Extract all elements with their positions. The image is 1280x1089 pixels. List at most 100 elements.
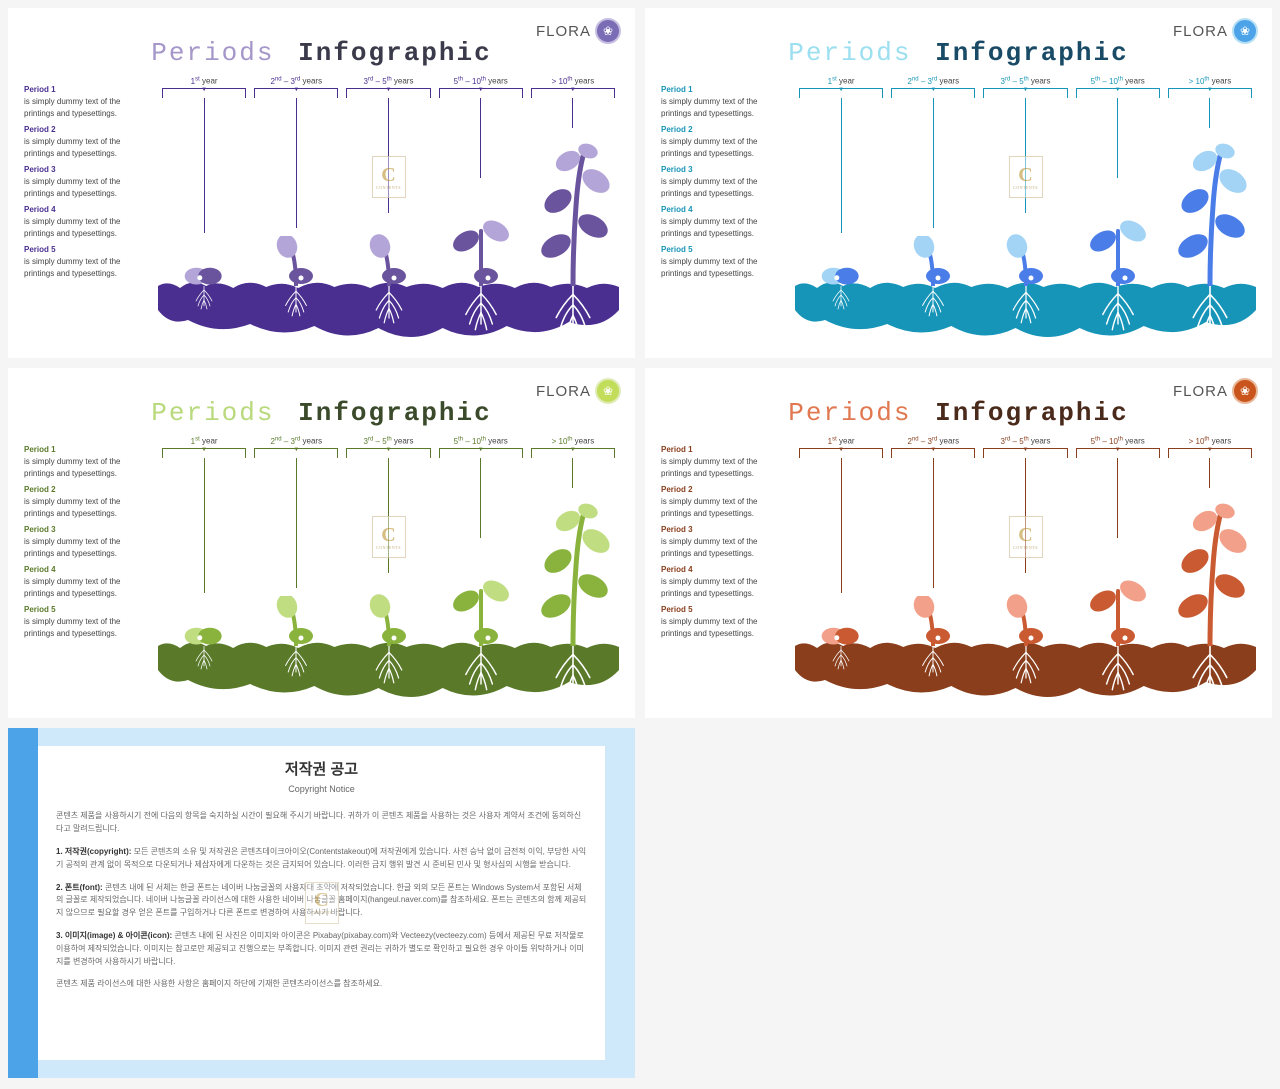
plant-4 xyxy=(1072,136,1164,286)
plant-2 xyxy=(887,136,979,286)
plant-3 xyxy=(979,496,1071,646)
period-heading-2: Period 2 xyxy=(661,484,777,496)
period-text-1: is simply dummy text of the printings an… xyxy=(24,456,140,480)
stage-label-5: > 10th years xyxy=(1164,76,1256,86)
plants-row xyxy=(158,496,619,646)
copyright-panel: 저작권 공고 Copyright Notice 콘텐츠 제품을 사용하시기 전에… xyxy=(8,728,635,1078)
plant-2 xyxy=(250,496,342,646)
copyright-item-1: 1. 저작권(copyright): 모든 콘텐츠의 소유 및 저작권은 콘텐츠… xyxy=(56,846,587,872)
roots-row xyxy=(795,646,1256,702)
period-text-2: is simply dummy text of the printings an… xyxy=(661,496,777,520)
title-word-2: Infographic xyxy=(298,398,492,428)
stage-label-2: 2nd – 3rd years xyxy=(250,76,342,86)
period-heading-3: Period 3 xyxy=(24,164,140,176)
stage-label-3: 3rd – 5th years xyxy=(342,436,434,446)
period-text-1: is simply dummy text of the printings an… xyxy=(24,96,140,120)
plant-5 xyxy=(1164,496,1256,646)
plant-2 xyxy=(887,496,979,646)
logo-text: FLORA xyxy=(1173,23,1228,40)
stage-label-3: 3rd – 5th years xyxy=(979,76,1071,86)
watermark-icon: C CONTENTS xyxy=(305,882,339,924)
plant-5 xyxy=(527,496,619,646)
panel-title: Periods Infographic xyxy=(663,38,1254,68)
plant-1 xyxy=(795,136,887,286)
logo: FLORA ❀ xyxy=(536,18,621,44)
empty-cell xyxy=(645,728,1272,1078)
period-heading-3: Period 3 xyxy=(661,524,777,536)
border-left xyxy=(8,728,38,1078)
period-text-4: is simply dummy text of the printings an… xyxy=(661,216,777,240)
period-heading-4: Period 4 xyxy=(24,204,140,216)
period-text-3: is simply dummy text of the printings an… xyxy=(661,176,777,200)
plant-3 xyxy=(979,136,1071,286)
infographic-panel-green: FLORA ❀ Periods Infographic Period 1 is … xyxy=(8,368,635,718)
chart-area: 1st year 2nd – 3rd years 3rd – 5th years… xyxy=(795,76,1256,348)
copyright-item-3: 3. 이미지(image) & 아이콘(icon): 콘텐츠 내에 된 사진은 … xyxy=(56,930,587,968)
period-heading-5: Period 5 xyxy=(661,244,777,256)
plant-4 xyxy=(1072,496,1164,646)
panel-title: Periods Infographic xyxy=(26,38,617,68)
panel-title: Periods Infographic xyxy=(26,398,617,428)
period-text-1: is simply dummy text of the printings an… xyxy=(661,96,777,120)
period-heading-2: Period 2 xyxy=(661,124,777,136)
period-heading-1: Period 1 xyxy=(24,84,140,96)
infographic-panel-orange: FLORA ❀ Periods Infographic Period 1 is … xyxy=(645,368,1272,718)
plants-row xyxy=(158,136,619,286)
plant-1 xyxy=(158,136,250,286)
logo-icon: ❀ xyxy=(1232,18,1258,44)
logo-icon: ❀ xyxy=(1232,378,1258,404)
period-heading-1: Period 1 xyxy=(24,444,140,456)
stage-label-5: > 10th years xyxy=(527,436,619,446)
stage-label-1: 1st year xyxy=(158,436,250,446)
title-word-1: Periods xyxy=(151,398,274,428)
plant-3 xyxy=(342,496,434,646)
side-legend: Period 1 is simply dummy text of the pri… xyxy=(661,440,777,640)
period-text-5: is simply dummy text of the printings an… xyxy=(661,616,777,640)
stage-label-1: 1st year xyxy=(795,436,887,446)
stage-label-1: 1st year xyxy=(795,76,887,86)
stage-label-4: 5th – 10th years xyxy=(435,436,527,446)
period-text-3: is simply dummy text of the printings an… xyxy=(24,536,140,560)
plant-1 xyxy=(795,496,887,646)
period-text-4: is simply dummy text of the printings an… xyxy=(24,576,140,600)
period-text-2: is simply dummy text of the printings an… xyxy=(24,496,140,520)
period-text-2: is simply dummy text of the printings an… xyxy=(661,136,777,160)
plant-4 xyxy=(435,136,527,286)
logo-text: FLORA xyxy=(536,23,591,40)
period-heading-5: Period 5 xyxy=(24,244,140,256)
plant-4 xyxy=(435,496,527,646)
chart-area: 1st year 2nd – 3rd years 3rd – 5th years… xyxy=(158,436,619,708)
side-legend: Period 1 is simply dummy text of the pri… xyxy=(24,80,140,280)
period-text-1: is simply dummy text of the printings an… xyxy=(661,456,777,480)
copyright-content: 저작권 공고 Copyright Notice 콘텐츠 제품을 사용하시기 전에… xyxy=(56,758,587,1048)
period-text-4: is simply dummy text of the printings an… xyxy=(661,576,777,600)
period-heading-2: Period 2 xyxy=(24,124,140,136)
period-text-5: is simply dummy text of the printings an… xyxy=(24,616,140,640)
period-heading-3: Period 3 xyxy=(24,524,140,536)
period-heading-1: Period 1 xyxy=(661,84,777,96)
roots-row xyxy=(795,286,1256,342)
stage-label-4: 5th – 10th years xyxy=(435,76,527,86)
period-text-2: is simply dummy text of the printings an… xyxy=(24,136,140,160)
title-word-2: Infographic xyxy=(935,398,1129,428)
roots-row xyxy=(158,646,619,702)
period-heading-5: Period 5 xyxy=(661,604,777,616)
stage-label-5: > 10th years xyxy=(1164,436,1256,446)
title-word-1: Periods xyxy=(788,38,911,68)
period-text-3: is simply dummy text of the printings an… xyxy=(24,176,140,200)
stage-label-1: 1st year xyxy=(158,76,250,86)
period-heading-4: Period 4 xyxy=(24,564,140,576)
logo: FLORA ❀ xyxy=(536,378,621,404)
side-legend: Period 1 is simply dummy text of the pri… xyxy=(24,440,140,640)
period-text-4: is simply dummy text of the printings an… xyxy=(24,216,140,240)
chart-area: 1st year 2nd – 3rd years 3rd – 5th years… xyxy=(158,76,619,348)
copyright-footer: 콘텐츠 제품 라이선스에 대한 사용한 사항은 홈페이지 하단에 기재한 콘텐츠… xyxy=(56,978,587,991)
title-word-1: Periods xyxy=(151,38,274,68)
period-heading-3: Period 3 xyxy=(661,164,777,176)
period-heading-2: Period 2 xyxy=(24,484,140,496)
border-bottom xyxy=(38,1060,605,1078)
plant-2 xyxy=(250,136,342,286)
infographic-panel-purple: FLORA ❀ Periods Infographic Period 1 is … xyxy=(8,8,635,358)
stage-label-4: 5th – 10th years xyxy=(1072,436,1164,446)
panel-title: Periods Infographic xyxy=(663,398,1254,428)
